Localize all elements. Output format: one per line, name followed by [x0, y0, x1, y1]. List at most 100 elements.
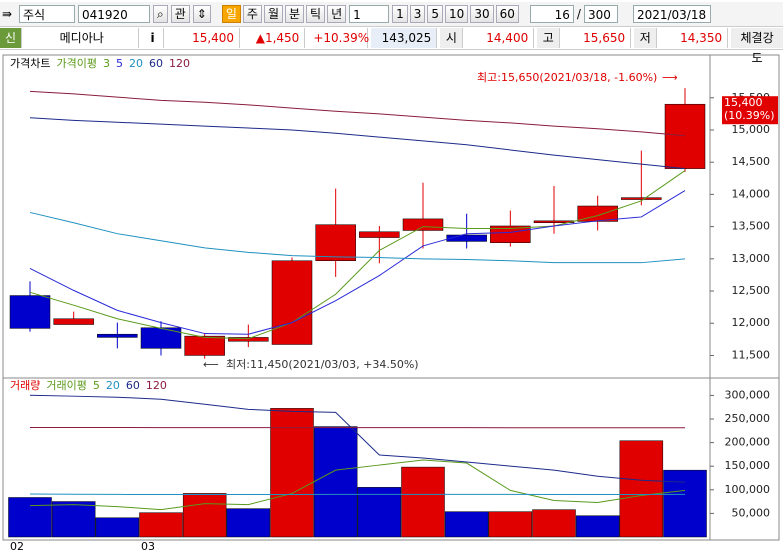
open: 14,400	[466, 28, 535, 48]
period-button[interactable]: 일	[221, 5, 241, 23]
candle-body	[140, 327, 182, 349]
y-tick-label: 14,500	[732, 155, 771, 168]
candle-body	[490, 225, 531, 243]
candle-body	[621, 197, 662, 200]
arrow: ⟵	[203, 358, 219, 371]
candle-body	[577, 205, 618, 222]
volume-bar	[488, 511, 533, 538]
legend-entry: 3	[103, 57, 110, 70]
period-button[interactable]: 분	[284, 5, 305, 23]
legend-entry: 60	[126, 379, 140, 392]
change: ▲1,450	[243, 28, 306, 48]
volume-bar	[95, 517, 140, 538]
period-button[interactable]: 년	[327, 5, 347, 23]
ma-line	[29, 117, 686, 170]
high: 15,650	[563, 28, 632, 48]
candle-body	[228, 337, 269, 342]
annotation-low: 최저:11,450(2021/03/03, +34.50%)	[226, 358, 419, 371]
interval-button[interactable]: 30	[470, 5, 494, 23]
legend-entry: 5	[116, 57, 123, 70]
y-tick-label: 11,500	[732, 348, 771, 361]
legend-entry: 20	[129, 57, 143, 70]
interval-button[interactable]: 3	[409, 5, 426, 23]
low: 14,350	[660, 28, 729, 48]
ma-line	[29, 190, 686, 335]
volume: 143,025	[371, 28, 438, 48]
watch-button[interactable]: 관	[170, 5, 190, 23]
legend-entry: 20	[106, 379, 120, 392]
legend-label: 가격이평	[56, 57, 96, 70]
candle-body	[53, 318, 94, 325]
spin[interactable]: ⇕	[192, 5, 211, 23]
candle-body	[446, 234, 487, 242]
candle-body	[9, 295, 51, 329]
total-input[interactable]: 300	[583, 5, 618, 23]
period-button[interactable]: 월	[263, 5, 283, 23]
candle-body	[97, 333, 138, 338]
annotation-high: 최고:15,650(2021/03/18, -1.60%)	[477, 71, 657, 84]
legend-label: 거래이평	[46, 379, 86, 392]
volume-bar	[532, 509, 576, 538]
y-tick-label: 50,000	[732, 506, 771, 519]
legend-entry: 120	[169, 57, 190, 70]
y-tick-label: 15,000	[732, 123, 771, 136]
volume-bar	[8, 497, 52, 538]
candle-body	[533, 220, 575, 223]
volume-bar	[139, 512, 183, 538]
separator: /	[576, 7, 581, 21]
volume-bar	[182, 493, 227, 538]
legend-entry: 5	[93, 379, 100, 392]
price-panel	[2, 54, 780, 379]
candle-body	[184, 335, 225, 356]
volume-bar	[401, 466, 445, 538]
search-button[interactable]: ⌕	[153, 5, 168, 23]
market-select[interactable]: 주식	[19, 5, 75, 23]
y-tick-label: 12,000	[732, 316, 771, 329]
period-button[interactable]: 주	[242, 5, 262, 23]
y-tick-label: 13,500	[732, 220, 771, 233]
ma-line	[29, 459, 686, 511]
y-tick-label: 200,000	[725, 436, 771, 449]
volume-bar	[226, 508, 271, 538]
interval-button[interactable]: 5	[427, 5, 444, 23]
ma-line	[29, 211, 686, 264]
y-tick-label: 300,000	[725, 388, 771, 401]
y-tick-label: 15,500	[732, 91, 771, 104]
rate: +10.39%	[308, 28, 369, 48]
date-input[interactable]: 2021/03/18	[632, 5, 711, 23]
code-input[interactable]: 041920	[78, 5, 150, 23]
count-input[interactable]: 16	[529, 5, 574, 23]
legend-title: 거래량	[10, 379, 40, 392]
y-tick-label: 14,000	[732, 187, 771, 200]
y-tick-label: 250,000	[725, 412, 771, 425]
last-price-box	[722, 96, 778, 125]
candle-body	[664, 103, 706, 169]
volume-bar	[313, 426, 358, 538]
x-tick-label: 03	[141, 540, 155, 553]
quote-bar: 신 메디아나 i 15,400 ▲1,450 +10.39% 143,025 시…	[0, 26, 783, 65]
info-button[interactable]: i	[142, 28, 164, 48]
period-button[interactable]: 틱	[306, 5, 326, 23]
interval-button[interactable]: 10	[445, 5, 469, 23]
volume-bar	[444, 511, 489, 538]
y-tick-label: 100,000	[725, 483, 771, 496]
interval-button[interactable]: 60	[495, 5, 519, 23]
volume-bar	[619, 440, 664, 538]
candle-body	[315, 224, 356, 262]
interval-button[interactable]: 1	[392, 5, 408, 23]
stock-name: 메디아나	[25, 28, 140, 48]
open-label: 시	[440, 28, 464, 48]
volume-bar	[51, 501, 96, 538]
y-tick-label: 13,000	[732, 252, 771, 265]
intervals: 1 3 5 10 30 60	[392, 5, 519, 23]
volume-bar	[357, 487, 402, 538]
low-label: 저	[634, 28, 658, 48]
interval-select[interactable]: 1	[349, 5, 390, 23]
last-change: (10.39%)	[724, 109, 775, 122]
ma-line	[29, 90, 686, 137]
high-label: 고	[537, 28, 561, 48]
